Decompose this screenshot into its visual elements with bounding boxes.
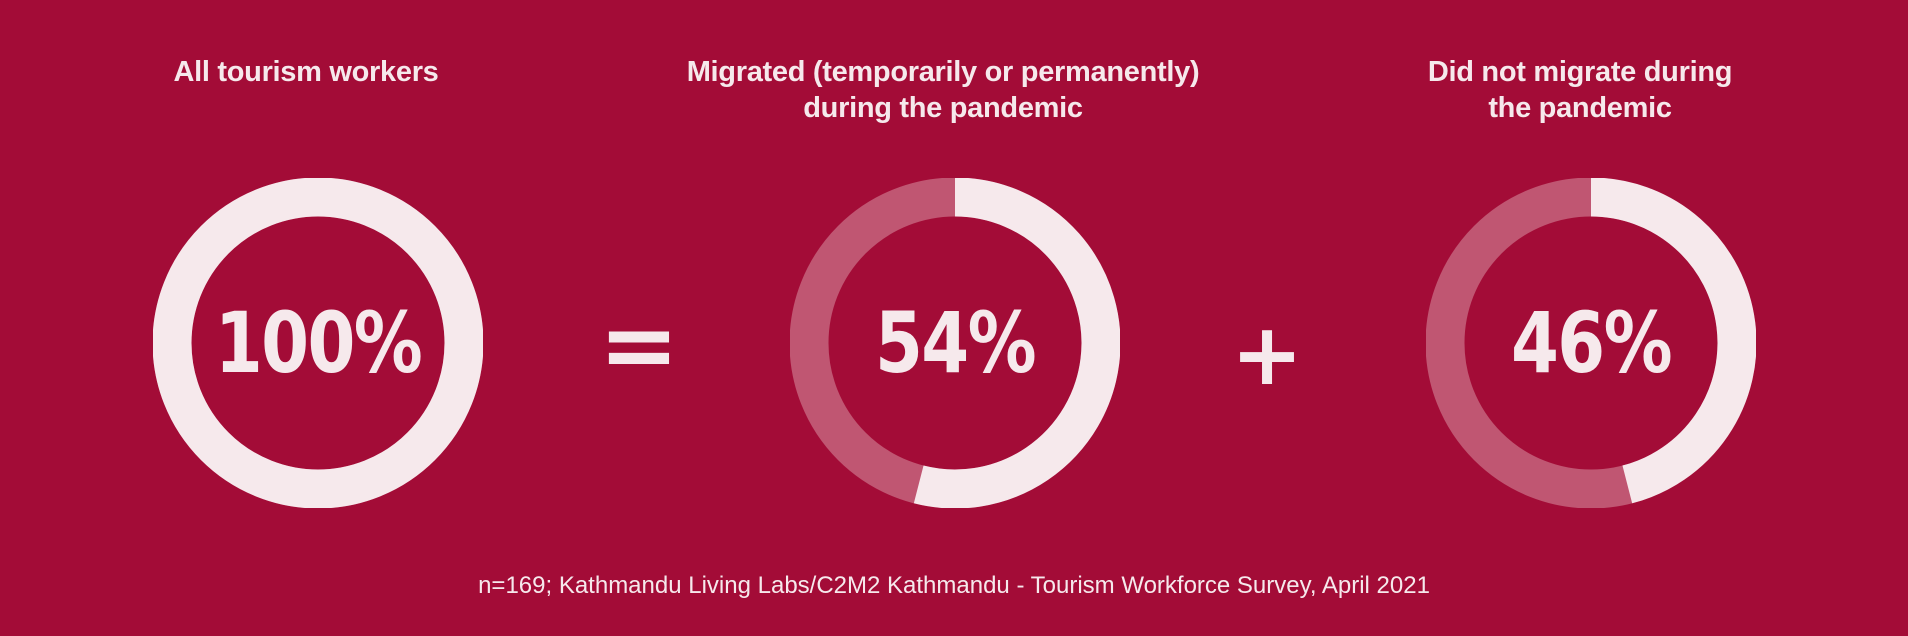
donut-value-segment: [1590, 178, 1756, 504]
donut-value-segment: [153, 178, 483, 508]
donut-value-label: 46%: [1511, 294, 1673, 392]
plus-sign: +: [1230, 305, 1304, 405]
panel-title-line: Migrated (temporarily or permanently): [686, 56, 1200, 88]
donut-value-label: 100%: [214, 294, 423, 392]
panel-title-all-workers: All tourism workers: [106, 54, 506, 90]
panel-title-line: during the pandemic: [803, 92, 1083, 124]
donut-value-segment: [913, 178, 1120, 508]
panel-title-line: the pandemic: [1488, 92, 1672, 124]
donut-svg: [790, 178, 1120, 508]
donut-chart-all-workers: 100%: [153, 178, 483, 508]
donut-value-label: 54%: [875, 294, 1037, 392]
panel-title-migrated: Migrated (temporarily or permanently) dur…: [643, 54, 1243, 126]
equals-sign: =: [598, 289, 680, 401]
donut-svg: [153, 178, 483, 508]
donut-chart-not-migrated: 46%: [1426, 178, 1756, 508]
panel-title-line: All tourism workers: [173, 56, 439, 88]
donut-svg: [1426, 178, 1756, 508]
donut-chart-migrated: 54%: [790, 178, 1120, 508]
panel-title-line: Did not migrate during: [1427, 56, 1733, 88]
source-note: n=169; Kathmandu Living Labs/C2M2 Kathma…: [478, 572, 1430, 599]
panel-title-not-migrated: Did not migrate during the pandemic: [1380, 54, 1780, 126]
